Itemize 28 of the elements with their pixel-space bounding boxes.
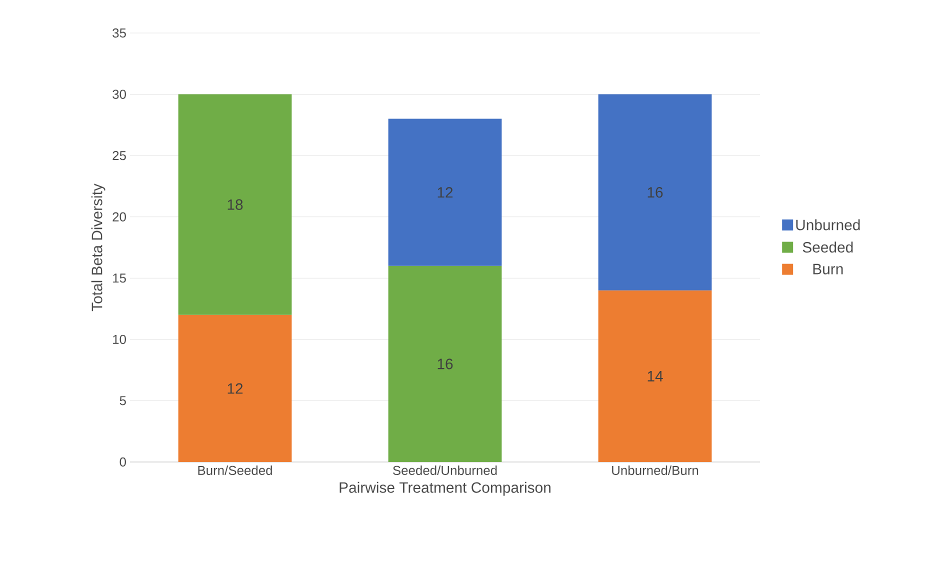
bar — [598, 290, 712, 462]
bar — [388, 118, 502, 266]
y-tick-label: 30 — [112, 90, 126, 99]
y-tick-label: 0 — [120, 457, 126, 467]
data-label: 18 — [228, 199, 243, 210]
y-tick-label: 25 — [112, 150, 126, 160]
x-tick-label: Unburned/Burn — [612, 466, 698, 476]
data-label: 16 — [648, 187, 663, 198]
y-tick-label: 35 — [112, 28, 126, 38]
y-tick-label: 5 — [120, 396, 126, 406]
data-label: 12 — [438, 187, 453, 198]
x-tick-label: Burn/Seeded — [198, 466, 272, 476]
data-label: 12 — [228, 383, 243, 394]
x-tick-label: Seeded/Unburned — [393, 466, 497, 476]
bar — [388, 266, 502, 462]
legend-label: Burn — [813, 264, 843, 274]
y-tick-label: 20 — [112, 212, 126, 222]
bar — [598, 94, 712, 290]
x-axis-title: Pairwise Treatment Comparison — [340, 482, 550, 496]
bar — [178, 94, 292, 315]
y-tick-label: 10 — [113, 334, 126, 344]
y-tick-label: 15 — [113, 274, 126, 283]
legend-label: Unburned — [796, 219, 860, 230]
legend-label: Seeded — [802, 242, 853, 253]
data-label: 14 — [648, 371, 663, 382]
y-axis-title: Total Beta Diversity — [91, 184, 106, 312]
data-label: 16 — [438, 358, 453, 370]
bar — [178, 314, 292, 462]
